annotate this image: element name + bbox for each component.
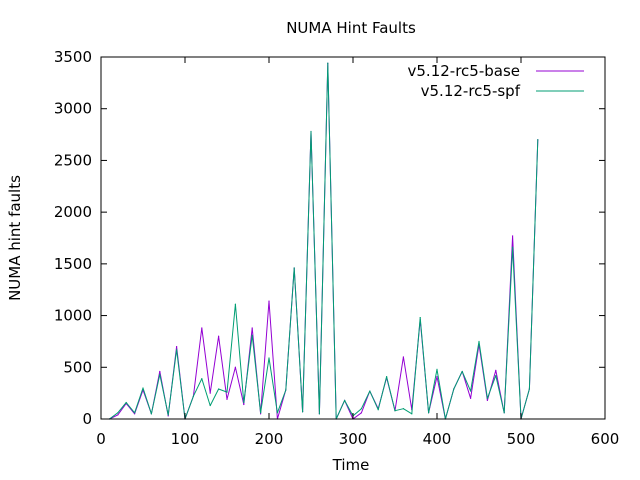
data-point-0 <box>486 399 488 401</box>
data-point-1 <box>134 412 136 414</box>
data-point-0 <box>134 413 136 415</box>
legend-label: v5.12-rc5-spf <box>421 82 521 100</box>
data-point-1 <box>150 413 152 415</box>
data-point-0 <box>218 335 220 337</box>
x-tick-label: 0 <box>96 430 106 448</box>
y-axis-label: NUMA hint faults <box>6 175 24 301</box>
data-point-1 <box>276 412 278 414</box>
y-axis: 0 500 1000 1500 2000 2500 3000 3500 <box>54 48 605 428</box>
data-point-1 <box>318 413 320 415</box>
data-point-1 <box>369 390 371 392</box>
data-point-1 <box>327 62 329 64</box>
data-point-0 <box>167 415 169 417</box>
data-point-0 <box>511 235 514 237</box>
data-point-1 <box>537 139 539 141</box>
data-point-1 <box>470 390 472 392</box>
data-point-1 <box>251 334 253 336</box>
y-tick-label: 1000 <box>54 307 92 325</box>
data-point-1 <box>360 408 362 410</box>
data-point-1 <box>377 409 379 411</box>
legend: v5.12-rc5-base v5.12-rc5-spf <box>408 62 584 100</box>
legend-label: v5.12-rc5-base <box>408 62 521 80</box>
data-point-1 <box>176 349 178 351</box>
data-point-1 <box>428 412 430 414</box>
data-point-0 <box>260 413 262 415</box>
x-tick-label: 600 <box>591 430 620 448</box>
data-point-1 <box>436 368 438 370</box>
data-point-1 <box>268 357 270 359</box>
data-point-0 <box>117 414 119 416</box>
data-point-1 <box>478 340 480 343</box>
data-point-1 <box>310 130 312 133</box>
data-point-0 <box>268 300 270 302</box>
data-point-1 <box>226 391 228 393</box>
chart-title: NUMA Hint Faults <box>286 19 416 37</box>
y-tick-label: 500 <box>63 358 92 376</box>
data-point-1 <box>503 412 505 414</box>
data-point-1 <box>243 401 245 404</box>
data-point-1 <box>402 408 404 410</box>
data-point-1 <box>218 388 220 390</box>
plot-lines <box>108 62 539 420</box>
data-point-1 <box>117 412 119 414</box>
data-point-0 <box>226 398 228 400</box>
data-point-1 <box>234 303 236 305</box>
x-tick-label: 100 <box>171 430 200 448</box>
x-tick-label: 500 <box>507 430 536 448</box>
y-tick-label: 3000 <box>54 100 92 118</box>
data-point-1 <box>192 395 194 397</box>
data-point-1 <box>419 317 421 319</box>
data-point-1 <box>453 388 455 390</box>
data-point-1 <box>461 370 463 373</box>
data-point-1 <box>285 389 287 391</box>
data-point-0 <box>470 397 472 399</box>
data-point-1 <box>344 399 346 401</box>
data-point-1 <box>201 378 203 380</box>
series-line-1 <box>109 62 539 420</box>
data-point-0 <box>360 412 362 414</box>
data-point-0 <box>159 370 161 373</box>
x-axis: 0 100 200 300 400 500 600 <box>96 57 619 448</box>
data-point-0 <box>201 327 203 329</box>
data-point-0 <box>402 356 404 358</box>
data-point-1 <box>142 387 144 389</box>
plot-frame <box>100 56 606 420</box>
data-point-1 <box>511 246 514 248</box>
data-point-1 <box>159 373 161 376</box>
y-tick-label: 1500 <box>54 255 92 273</box>
data-point-1 <box>486 397 488 399</box>
data-point-1 <box>293 267 295 269</box>
data-point-1 <box>167 414 169 416</box>
data-point-1 <box>528 388 531 390</box>
data-point-0 <box>495 369 497 371</box>
data-point-1 <box>411 413 413 415</box>
x-axis-label: Time <box>332 456 370 474</box>
data-point-0 <box>243 403 245 406</box>
x-tick-label: 300 <box>339 430 368 448</box>
data-point-0 <box>436 375 438 378</box>
data-point-0 <box>234 366 236 368</box>
data-point-1 <box>302 411 304 413</box>
data-point-1 <box>125 401 127 404</box>
data-point-0 <box>251 327 253 329</box>
x-tick-label: 400 <box>423 430 452 448</box>
data-point-1 <box>394 410 396 412</box>
data-point-0 <box>209 392 211 394</box>
data-point-1 <box>495 374 497 377</box>
y-tick-label: 2000 <box>54 203 92 221</box>
y-tick-label: 3500 <box>54 48 92 66</box>
y-tick-label: 2500 <box>54 151 92 169</box>
x-tick-label: 200 <box>255 430 284 448</box>
data-point-0 <box>176 346 178 348</box>
y-tick-label: 0 <box>82 410 92 428</box>
data-point-1 <box>386 375 388 378</box>
data-point-1 <box>260 412 262 414</box>
data-point-1 <box>209 404 211 407</box>
